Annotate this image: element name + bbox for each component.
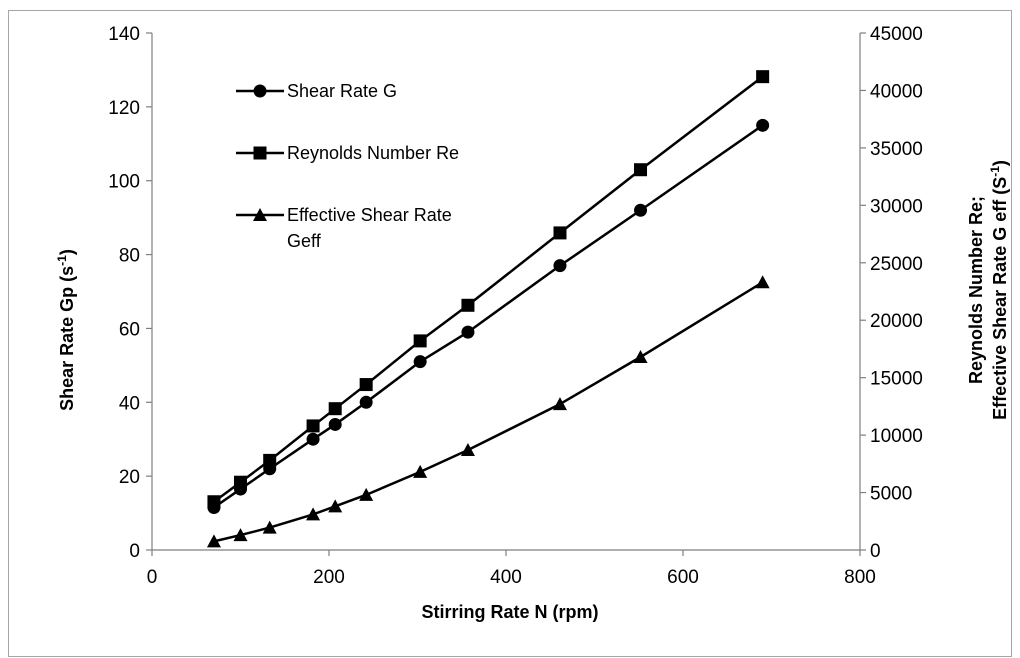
x-tick-label: 600 (667, 567, 699, 588)
y-axis-title-main: Shear Rate Gp (s (57, 266, 77, 411)
data-point-square (306, 419, 320, 433)
legend-item-triangle: Effective Shear Rate Geff (236, 205, 452, 251)
legend-layer: Shear Rate G Reynolds Number Re Effective … (236, 81, 459, 251)
x-tick-label: 200 (313, 567, 345, 588)
y2-tick-label: 20000 (870, 311, 923, 332)
y-tick-label: 140 (108, 24, 140, 45)
series-triangle (206, 275, 770, 548)
legend-item-square: Reynolds Number Re (236, 143, 459, 163)
y2-tick-label: 45000 (870, 24, 923, 45)
legend-label: Effective Shear Rate (287, 205, 452, 225)
axes-layer: 0 20 40 60 80 100 120 140 0 5000 10000 15000 20000 25… (108, 24, 923, 588)
y2-tick-label: 15000 (870, 369, 923, 390)
series-layer (206, 70, 770, 548)
y2-tick-label: 30000 (870, 196, 923, 217)
data-point-square (634, 163, 648, 177)
titles-layer: Stirring Rate N (rpm) Shear Rate Gp (s-1… (55, 160, 1010, 622)
data-point-circle (756, 118, 770, 132)
y-tick-label: 80 (119, 246, 140, 267)
data-point-circle (359, 395, 373, 409)
x-tick-label: 400 (490, 567, 522, 588)
y-tick-label: 120 (108, 98, 140, 119)
legend-label: Geff (287, 231, 322, 251)
y-tick-label: 0 (129, 541, 140, 562)
legend-marker-square (253, 146, 267, 160)
data-point-square (461, 298, 475, 312)
series-line-triangle (213, 281, 764, 543)
data-point-triangle (233, 528, 248, 542)
data-point-triangle (633, 349, 648, 363)
y-axis-title-sup: -1 (55, 255, 69, 266)
y-tick-label: 60 (119, 319, 140, 340)
y2-axis-title-line1: Reynolds Number Re; (966, 196, 986, 384)
x-tick-label: 0 (147, 567, 158, 588)
series-square (207, 70, 770, 509)
data-point-triangle (262, 520, 277, 534)
y2-tick-label: 40000 (870, 81, 923, 102)
data-point-square (328, 402, 342, 416)
y2-axis-title-line2: Effective Shear Rate G eff (S-1) (988, 160, 1010, 420)
data-point-triangle (328, 499, 343, 513)
y2-axis-title-line2-main: Effective Shear Rate G eff (S (990, 177, 1010, 420)
legend-marker-triangle (253, 208, 267, 221)
data-point-circle (328, 417, 342, 431)
y-axis-title-tail: ) (57, 249, 77, 255)
legend-item-circle: Shear Rate G (236, 81, 397, 101)
data-point-square (207, 495, 221, 509)
y2-tick-label: 0 (870, 541, 881, 562)
data-point-circle (306, 432, 320, 446)
y2-tick-label: 25000 (870, 254, 923, 275)
data-point-triangle (306, 507, 321, 521)
legend-label: Shear Rate G (287, 81, 397, 101)
data-point-triangle (206, 534, 221, 548)
y2-tick-label: 35000 (870, 139, 923, 160)
legend-label: Reynolds Number Re (287, 143, 459, 163)
y2-tick-label: 10000 (870, 426, 923, 447)
y-tick-label: 100 (108, 172, 140, 193)
data-point-circle (461, 325, 475, 339)
data-point-square (413, 334, 427, 348)
series-line-circle (213, 124, 764, 509)
series-circle (207, 118, 770, 515)
data-point-circle (413, 355, 427, 369)
data-point-circle (553, 259, 567, 273)
y-axis-title: Shear Rate Gp (s-1) (55, 249, 77, 411)
data-point-square (359, 378, 373, 392)
y2-axis-title-line2-tail: ) (990, 160, 1010, 166)
data-point-triangle (755, 275, 770, 289)
data-point-triangle (359, 487, 374, 501)
data-point-square (234, 475, 247, 489)
chart-frame (8, 10, 1012, 657)
y-tick-label: 20 (119, 467, 140, 488)
data-point-circle (634, 203, 648, 217)
series-line-square (213, 75, 764, 503)
data-point-triangle (413, 464, 428, 478)
y2-tick-label: 5000 (870, 484, 912, 505)
data-point-square (263, 453, 277, 467)
data-point-square (553, 226, 567, 240)
legend-marker-circle (253, 84, 267, 98)
data-point-triangle (460, 443, 475, 457)
y-tick-label: 40 (119, 393, 140, 414)
y2-axis-title-line2-sup: -1 (988, 166, 1002, 177)
x-tick-label: 800 (844, 567, 876, 588)
data-point-triangle (552, 397, 567, 411)
x-axis-title: Stirring Rate N (rpm) (421, 602, 598, 622)
data-point-square (756, 70, 770, 84)
